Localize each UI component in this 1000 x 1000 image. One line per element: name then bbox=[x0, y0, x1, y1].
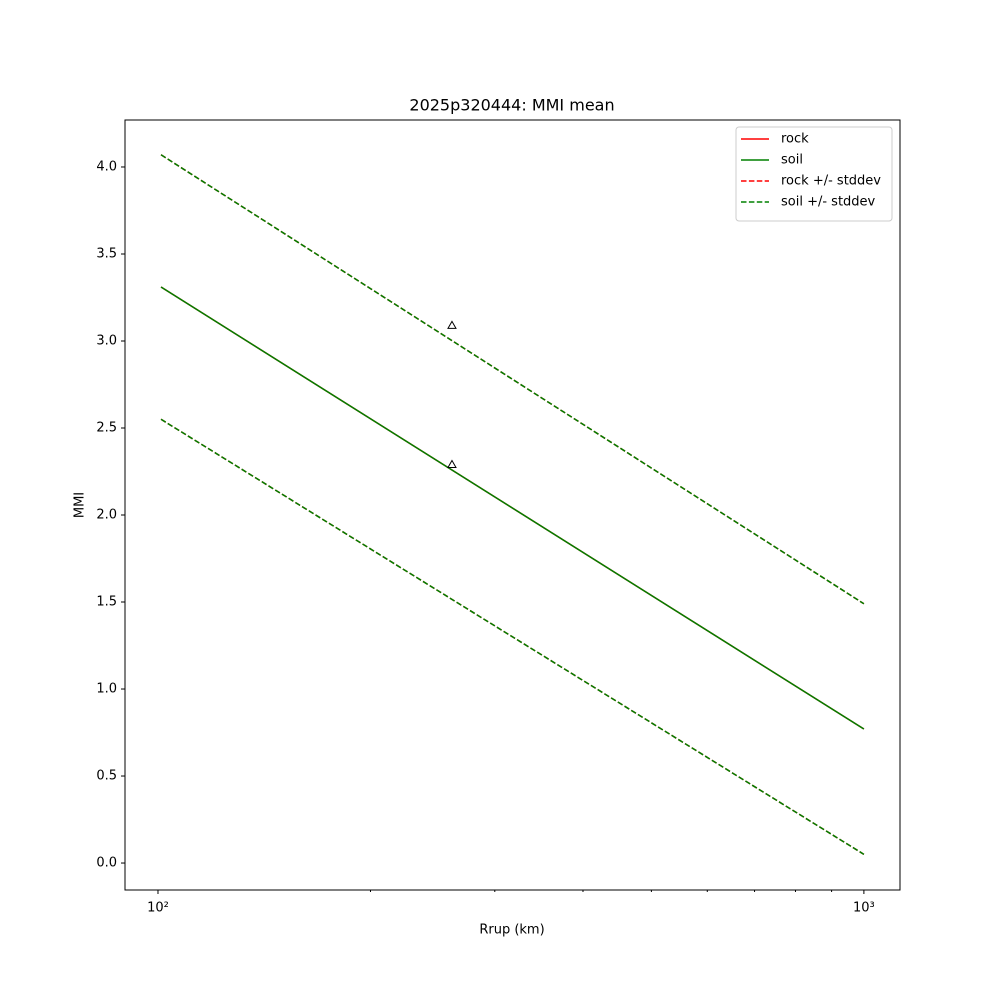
legend-label: rock bbox=[781, 132, 809, 147]
marker bbox=[447, 320, 457, 329]
y-tick-label: 3.5 bbox=[96, 246, 117, 261]
y-axis-label: MMI bbox=[73, 492, 88, 518]
x-tick-label: 10³ bbox=[853, 901, 875, 916]
y-tick-label: 1.0 bbox=[96, 682, 117, 697]
line bbox=[160, 418, 865, 855]
x-tick-label: 10² bbox=[147, 901, 169, 916]
y-tick-label: 4.0 bbox=[96, 159, 117, 174]
chart-title: 2025p320444: MMI mean bbox=[409, 96, 614, 115]
plot-frame bbox=[124, 119, 901, 891]
legend-box bbox=[735, 126, 893, 222]
y-tick-label: 3.0 bbox=[96, 333, 117, 348]
legend-label: soil +/- stddev bbox=[781, 195, 876, 210]
line bbox=[160, 154, 865, 605]
y-tick-label: 2.5 bbox=[96, 421, 117, 436]
line bbox=[160, 154, 865, 605]
line bbox=[160, 286, 865, 730]
y-tick-label: 0.5 bbox=[96, 769, 117, 784]
y-tick-label: 1.5 bbox=[96, 595, 117, 610]
y-tick-label: 2.0 bbox=[96, 508, 117, 523]
marker bbox=[447, 459, 457, 469]
legend-label: rock +/- stddev bbox=[781, 174, 881, 189]
x-axis-label: Rrup (km) bbox=[479, 923, 544, 938]
legend-label: soil bbox=[781, 153, 803, 168]
y-tick-label: 0.0 bbox=[96, 856, 117, 871]
